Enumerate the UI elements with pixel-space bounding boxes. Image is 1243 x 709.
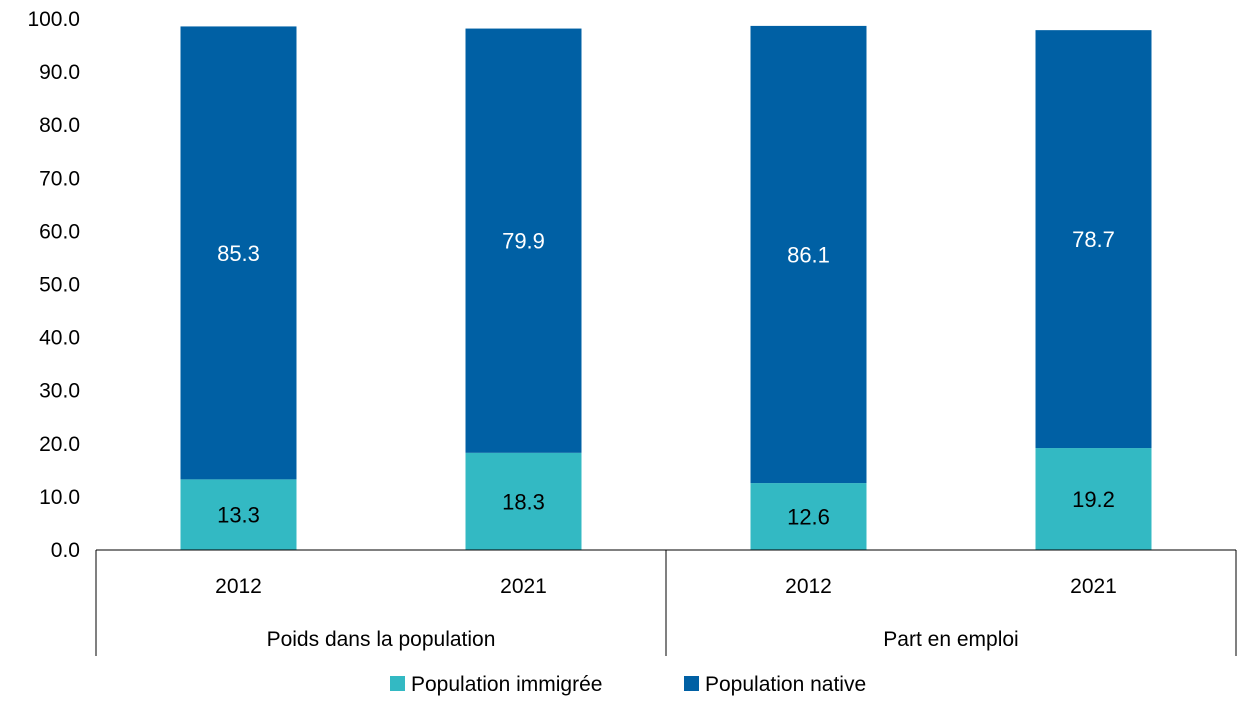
legend: Population immigrée Population native [390, 673, 866, 696]
y-tick-label: 40.0 [39, 327, 80, 350]
legend-label: Population immigrée [411, 673, 602, 696]
x-group-label: Part en emploi [883, 628, 1018, 651]
y-tick-label: 100.0 [27, 8, 80, 31]
y-tick-label: 50.0 [39, 274, 80, 297]
bar-segment [1035, 448, 1152, 550]
data-label: 13.3 [217, 503, 260, 528]
y-tick-label: 90.0 [39, 61, 80, 84]
bars [180, 25, 1152, 550]
bar-segment [465, 28, 582, 453]
y-axis-tick-labels: 0.0 10.0 20.0 30.0 40.0 50.0 60.0 70.0 80.0 90.0 1… [27, 8, 80, 562]
bar-segment [180, 479, 297, 550]
x-category-label: 2021 [500, 575, 547, 598]
bar-segment [750, 483, 867, 550]
data-label: 85.3 [217, 241, 260, 266]
x-axis-category-labels: 2012 2021 2012 2021 Poids dans la population… [215, 575, 1117, 651]
bar-segment [1035, 30, 1152, 449]
data-label: 86.1 [787, 242, 830, 267]
data-label: 78.7 [1072, 227, 1115, 252]
y-tick-label: 20.0 [39, 433, 80, 456]
y-tick-label: 10.0 [39, 486, 80, 509]
data-label: 12.6 [787, 505, 830, 530]
legend-swatch [684, 676, 699, 691]
x-group-label: Poids dans la population [267, 628, 496, 651]
y-tick-label: 80.0 [39, 114, 80, 137]
x-category-label: 2012 [215, 575, 262, 598]
data-labels: 13.3 85.3 18.3 79.9 12.6 86.1 19.2 78.7 [217, 227, 1115, 529]
x-category-label: 2012 [785, 575, 832, 598]
x-category-label: 2021 [1070, 575, 1117, 598]
bar-segment [750, 25, 867, 484]
legend-swatch [390, 676, 405, 691]
axes [95, 549, 1237, 656]
data-label: 18.3 [502, 489, 545, 514]
y-tick-label: 30.0 [39, 380, 80, 403]
data-label: 19.2 [1072, 487, 1115, 512]
data-label: 79.9 [502, 229, 545, 254]
bar-segment [465, 452, 582, 550]
legend-label: Population native [705, 673, 866, 696]
y-tick-label: 0.0 [51, 539, 80, 562]
bar-segment [180, 26, 297, 480]
y-tick-label: 60.0 [39, 220, 80, 243]
y-tick-label: 70.0 [39, 167, 80, 190]
